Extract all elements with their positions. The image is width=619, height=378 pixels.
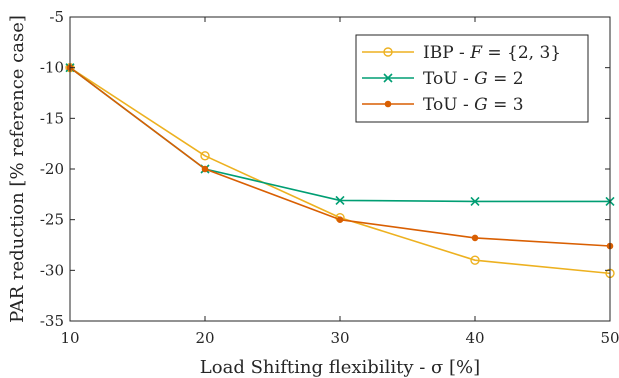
legend-entry-tou-g3: ToU - G = 3 <box>362 95 524 115</box>
y-tick-label: -15 <box>40 109 64 127</box>
legend-label-tou-g3-prefix: ToU - <box>423 95 474 115</box>
legend-label-ibp-suffix: = {2, 3} <box>482 43 561 63</box>
x-tick-label: 20 <box>195 329 214 347</box>
axes-layer: 10 20 30 40 50 -5 -10 -15 -20 -25 -30 -35 <box>40 8 619 347</box>
legend-marker-ibp <box>383 47 393 57</box>
legend: IBP - F = {2, 3} ToU - G = 2 ToU - G = 3 <box>355 34 589 123</box>
legend-label-ibp-var: F <box>469 43 483 63</box>
x-tick-label: 40 <box>465 329 484 347</box>
legend-entry-tou-g2: ToU - G = 2 <box>362 69 524 89</box>
legend-label-tou-g3: ToU - G = 3 <box>423 95 524 115</box>
data-point <box>471 234 479 242</box>
data-point <box>336 216 344 223</box>
y-tick-label: -20 <box>40 160 64 178</box>
y-tick-label: -10 <box>40 59 64 77</box>
legend-label-tou-g3-suffix: = 3 <box>488 95 524 115</box>
data-point <box>470 196 480 206</box>
data-point <box>335 195 345 205</box>
legend-label-tou-g3-var: G <box>474 95 488 115</box>
x-tick-label: 50 <box>600 329 619 347</box>
legend-label-tou-g2-suffix: = 2 <box>488 69 524 89</box>
legend-label-tou-g2-prefix: ToU - <box>423 69 474 89</box>
legend-marker-tou-g3 <box>384 100 392 108</box>
y-axis-label: PAR reduction [% reference case] <box>7 15 28 323</box>
x-axis-label: Load Shifting flexibility - σ [%] <box>200 357 480 378</box>
data-point <box>201 165 209 173</box>
data-point <box>200 151 210 161</box>
data-point <box>470 255 480 265</box>
y-tick-label: -25 <box>40 211 64 229</box>
legend-label-ibp-prefix: IBP - <box>423 43 470 63</box>
y-tick-label: -35 <box>40 312 64 330</box>
x-tick-label: 10 <box>60 329 79 347</box>
x-tick-label: 30 <box>330 329 349 347</box>
legend-marker-tou-g2 <box>383 73 393 83</box>
y-tick-label: -30 <box>40 261 64 279</box>
legend-label-tou-g2-var: G <box>474 69 488 89</box>
y-tick-label: -5 <box>49 8 64 26</box>
legend-entry-ibp: IBP - F = {2, 3} <box>362 43 561 63</box>
legend-label-tou-g2: ToU - G = 2 <box>423 69 524 89</box>
legend-label-ibp: IBP - F = {2, 3} <box>423 43 561 63</box>
